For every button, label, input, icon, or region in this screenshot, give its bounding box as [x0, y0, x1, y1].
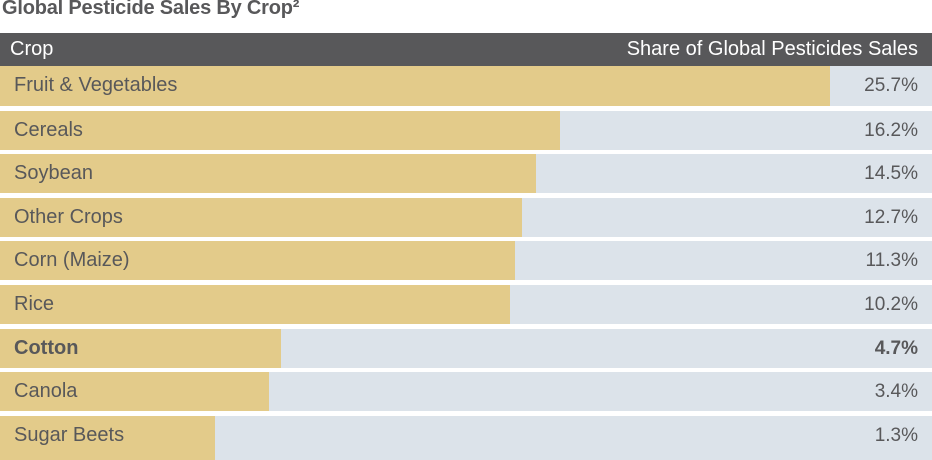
bar-row: Other Crops 12.7% [0, 198, 932, 237]
value-label: 4.7% [874, 338, 918, 359]
column-header-share: Share of Global Pesticides Sales [626, 38, 918, 60]
bar [0, 416, 215, 460]
value-label: 11.3% [865, 250, 918, 271]
category-label: Fruit & Vegetables [14, 74, 178, 96]
value-label: 16.2% [864, 120, 918, 141]
bar-row: Corn (Maize) 11.3% [0, 241, 932, 280]
bar [0, 66, 830, 106]
bar-row: Canola 3.4% [0, 372, 932, 411]
bar-row: Sugar Beets 1.3% [0, 416, 932, 460]
column-header-crop: Crop [10, 38, 54, 60]
bar [0, 198, 522, 237]
category-label: Corn (Maize) [14, 249, 130, 271]
bar-row: Rice 10.2% [0, 285, 932, 324]
category-label: Cereals [14, 119, 83, 141]
table-header: Crop Share of Global Pesticides Sales [0, 33, 932, 66]
bar [0, 285, 510, 324]
category-label: Soybean [14, 162, 93, 184]
value-label: 25.7% [864, 75, 918, 96]
category-label: Cotton [14, 337, 79, 359]
bar [0, 154, 536, 193]
bar [0, 372, 269, 411]
bar [0, 329, 281, 368]
bar [0, 241, 515, 280]
category-label: Canola [14, 380, 78, 402]
value-label: 3.4% [874, 381, 918, 402]
value-label: 14.5% [864, 163, 918, 184]
category-label: Rice [14, 293, 55, 315]
chart-title: Global Pesticide Sales By Crop² [2, 0, 300, 19]
value-label: 12.7% [864, 207, 918, 228]
bar-row: Fruit & Vegetables 25.7% [0, 66, 932, 106]
bar-row: Cereals 16.2% [0, 111, 932, 150]
value-label: 1.3% [874, 425, 918, 446]
category-label: Sugar Beets [14, 424, 125, 446]
value-label: 10.2% [864, 294, 918, 315]
bar-row: Cotton 4.7% [0, 329, 932, 368]
bar [0, 111, 560, 150]
category-label: Other Crops [14, 206, 123, 228]
bar-row: Soybean 14.5% [0, 154, 932, 193]
